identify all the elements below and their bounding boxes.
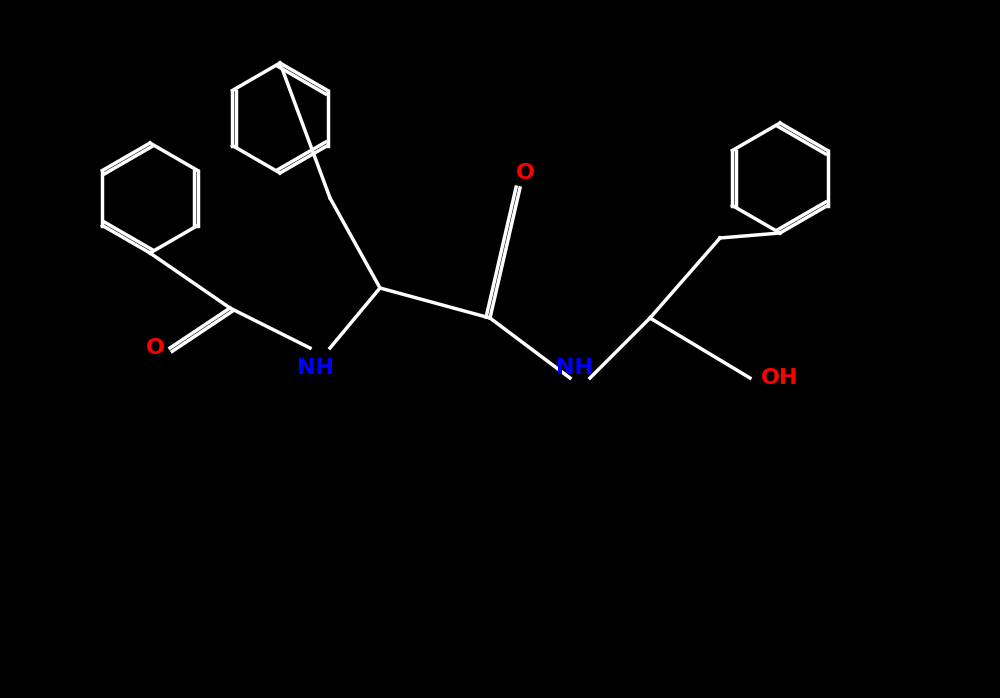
Text: OH: OH bbox=[761, 368, 799, 388]
Text: O: O bbox=[516, 163, 534, 183]
Text: NH: NH bbox=[297, 358, 334, 378]
Text: O: O bbox=[146, 338, 165, 358]
Text: NH: NH bbox=[556, 358, 594, 378]
